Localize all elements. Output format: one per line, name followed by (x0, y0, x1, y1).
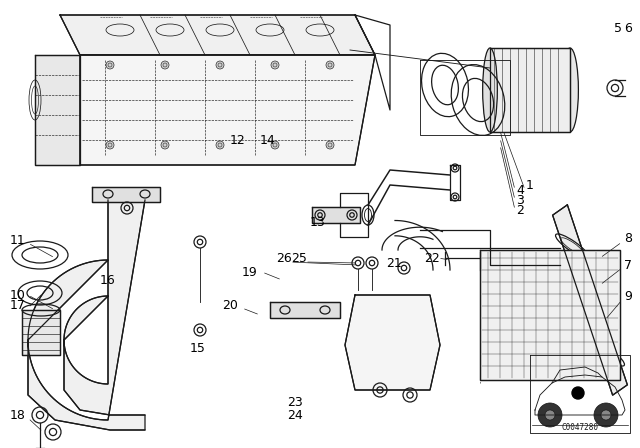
Circle shape (161, 141, 169, 149)
Polygon shape (480, 250, 620, 380)
Text: 20: 20 (222, 298, 238, 311)
Text: 7: 7 (624, 258, 632, 271)
Circle shape (216, 141, 224, 149)
Text: 24: 24 (287, 409, 303, 422)
Circle shape (326, 61, 334, 69)
Text: 13: 13 (310, 215, 326, 228)
Text: 22: 22 (424, 251, 440, 264)
Text: 3: 3 (516, 194, 524, 207)
Circle shape (594, 403, 618, 427)
Circle shape (271, 141, 279, 149)
Polygon shape (22, 310, 60, 355)
Text: 15: 15 (190, 341, 206, 354)
Text: 4: 4 (516, 184, 524, 197)
Circle shape (106, 141, 114, 149)
Text: 18: 18 (10, 409, 26, 422)
Text: 10: 10 (10, 289, 26, 302)
Polygon shape (312, 207, 360, 223)
Text: 26: 26 (276, 251, 292, 264)
Text: 23: 23 (287, 396, 303, 409)
Text: 17: 17 (10, 298, 26, 311)
Polygon shape (92, 187, 160, 202)
Polygon shape (60, 15, 375, 55)
Polygon shape (28, 200, 145, 430)
Text: 9: 9 (624, 289, 632, 302)
Circle shape (271, 61, 279, 69)
Circle shape (216, 61, 224, 69)
Polygon shape (552, 205, 627, 395)
Text: 2: 2 (516, 203, 524, 216)
Polygon shape (80, 55, 375, 165)
Polygon shape (35, 55, 80, 165)
Text: 21: 21 (386, 257, 402, 270)
Text: 12: 12 (230, 134, 246, 146)
Circle shape (572, 387, 584, 399)
Ellipse shape (562, 48, 579, 132)
Text: 1: 1 (526, 178, 534, 191)
Circle shape (538, 403, 562, 427)
Circle shape (545, 410, 555, 420)
Text: 19: 19 (242, 266, 258, 279)
Text: 8: 8 (624, 232, 632, 245)
Text: 14: 14 (260, 134, 276, 146)
Text: 16: 16 (100, 273, 116, 287)
Text: 5: 5 (614, 22, 622, 34)
Text: 25: 25 (291, 251, 307, 264)
Polygon shape (270, 302, 340, 318)
Polygon shape (490, 48, 570, 132)
Circle shape (326, 141, 334, 149)
Circle shape (161, 61, 169, 69)
Circle shape (601, 410, 611, 420)
Polygon shape (345, 295, 440, 390)
Text: C0047280: C0047280 (561, 422, 598, 431)
Text: 6: 6 (624, 22, 632, 34)
Ellipse shape (483, 48, 497, 132)
Text: 11: 11 (10, 233, 26, 246)
Circle shape (106, 61, 114, 69)
